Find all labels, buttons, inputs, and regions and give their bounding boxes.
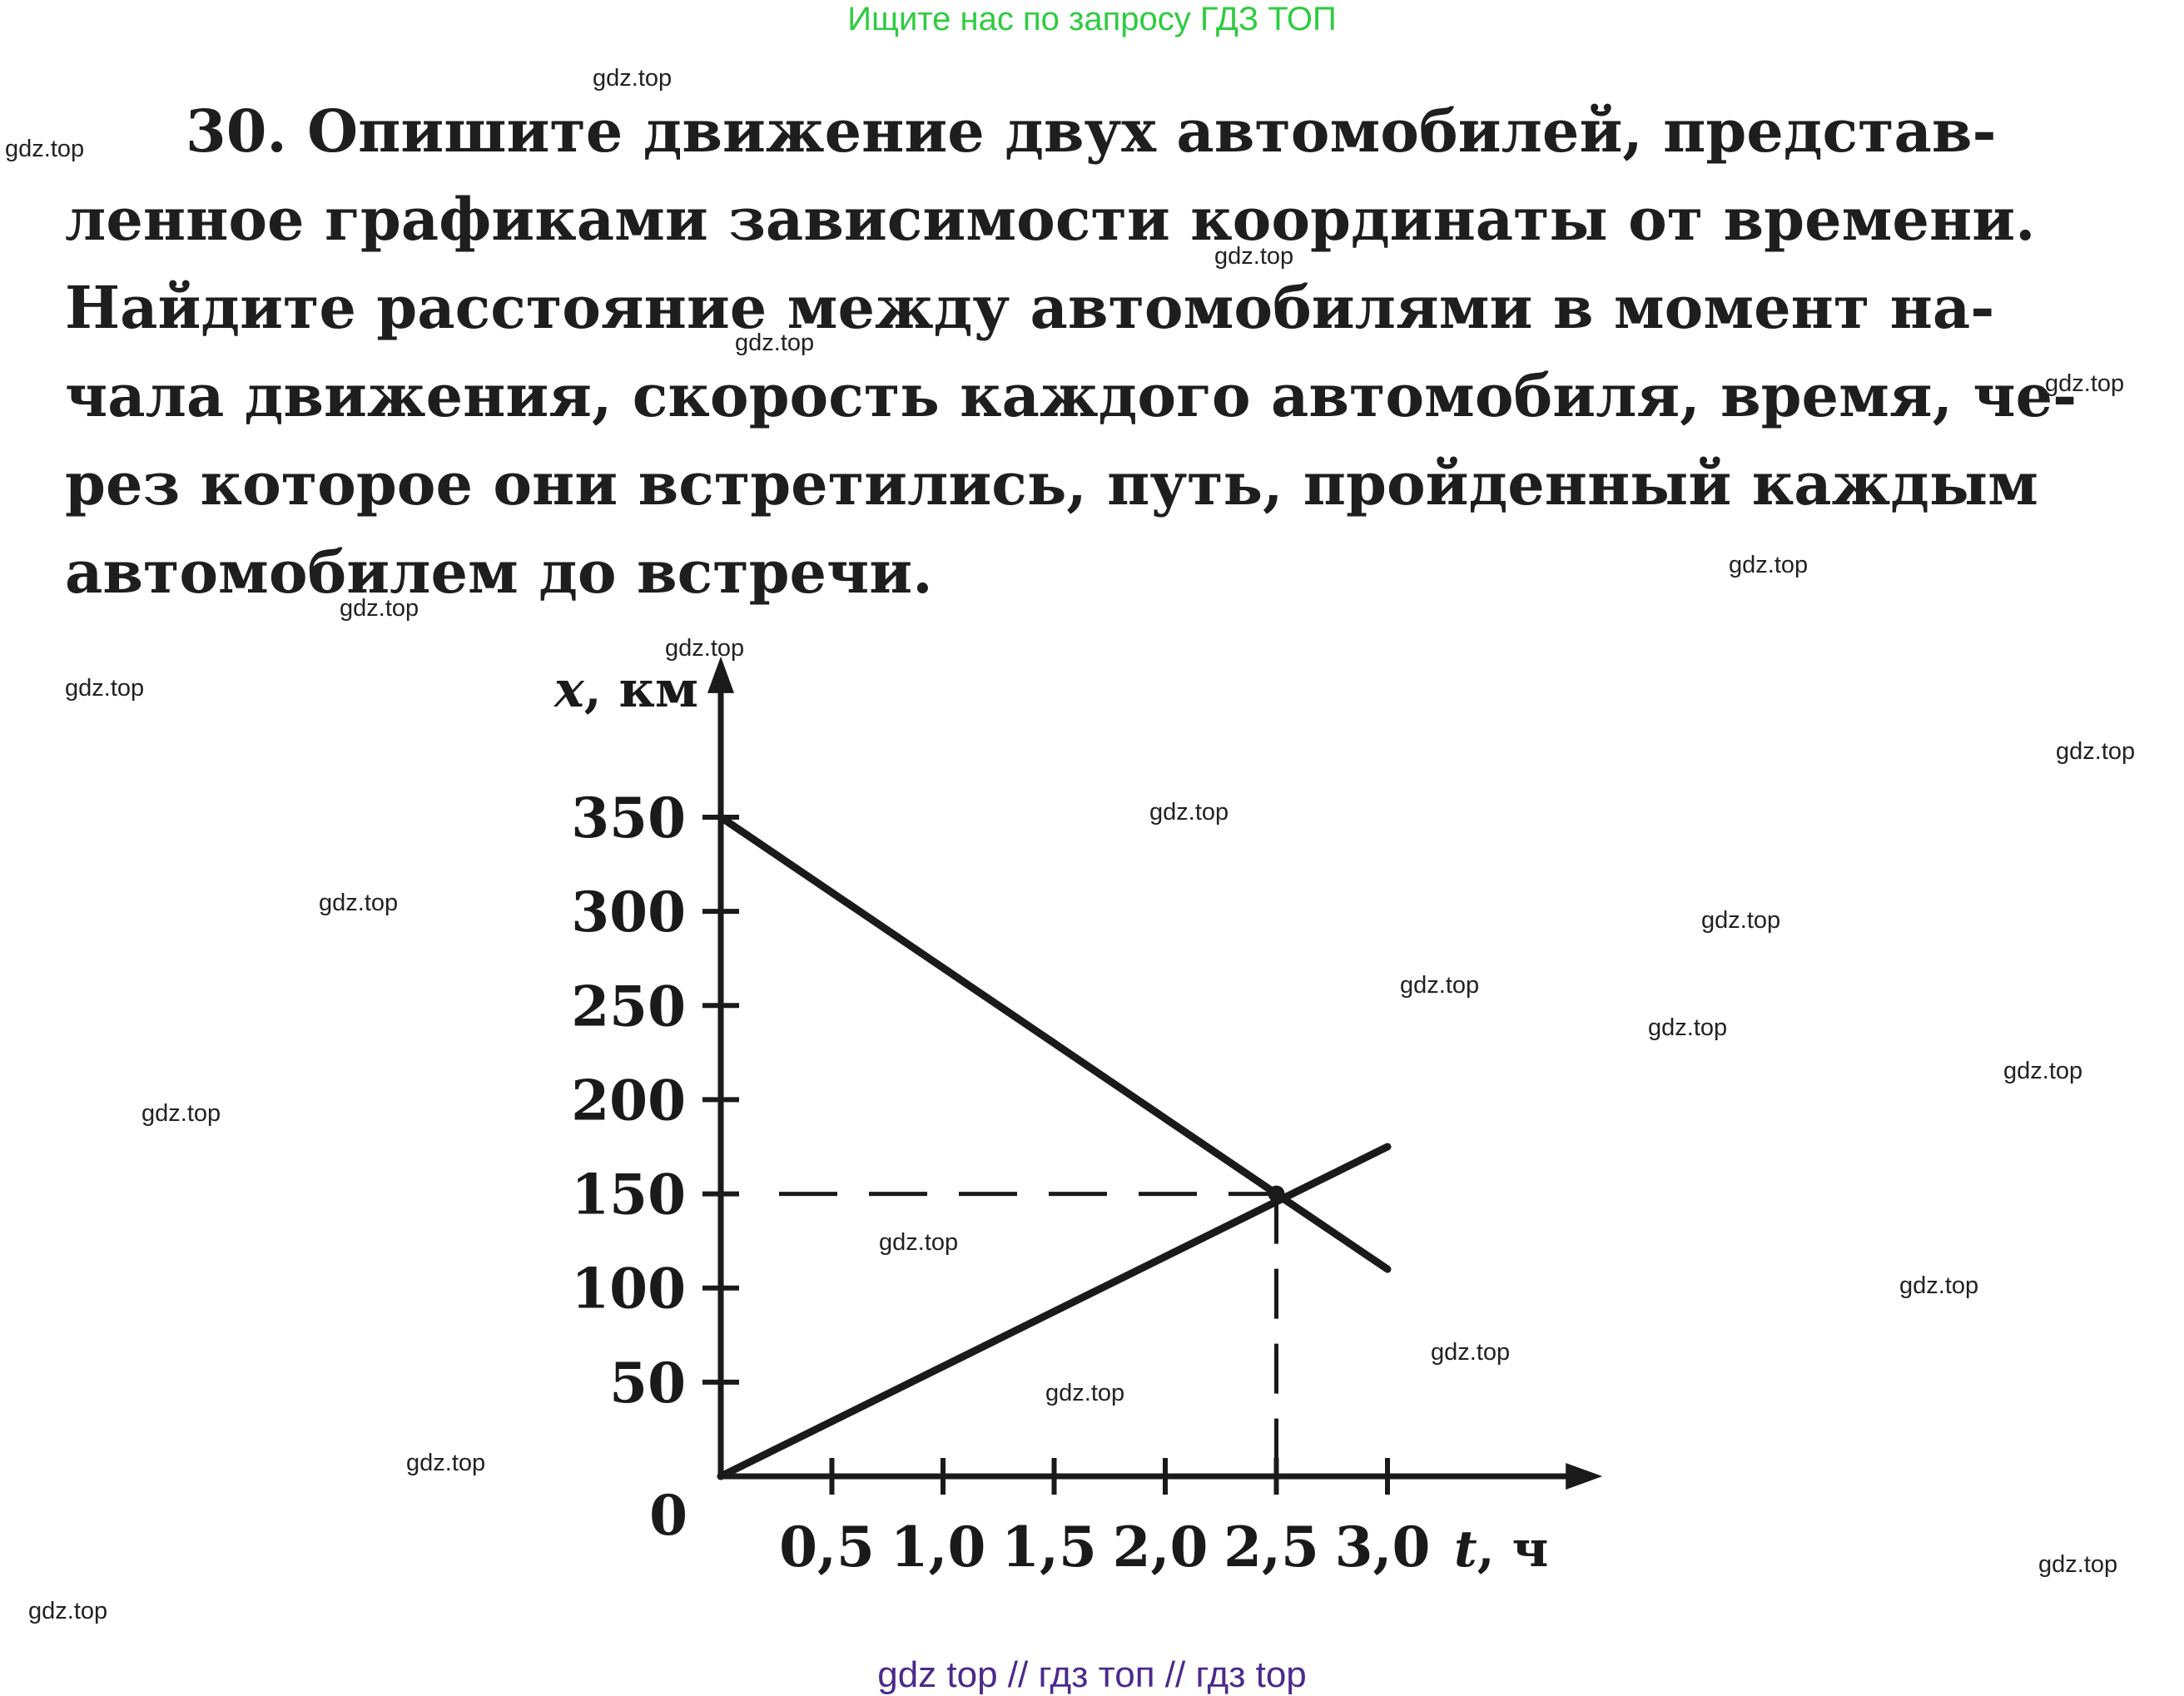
bottom-banner: gdz top // гдз топ // гдз top (0, 1654, 2184, 1696)
watermark: gdz.top (1899, 1272, 1979, 1299)
y-tick-label: 300 (571, 880, 686, 945)
watermark: gdz.top (340, 595, 419, 622)
x-tick-label: 0,5 (779, 1515, 875, 1579)
x-tick-label: 2,0 (1113, 1515, 1209, 1579)
watermark: gdz.top (5, 136, 85, 162)
y-tick-label: 200 (571, 1068, 686, 1133)
x-tick-label: 2,5 (1224, 1515, 1319, 1579)
watermark: gdz.top (735, 330, 815, 356)
problem-line: автомобилем до встречи. (65, 538, 933, 607)
watermark: gdz.top (1648, 1014, 1728, 1041)
problem-line: чала движения, скорость каждого автомоби… (65, 361, 2077, 430)
y-tick-label: 150 (571, 1163, 686, 1227)
x-tick-label: 3,0 (1335, 1515, 1431, 1579)
y-tick-label: 50 (609, 1351, 686, 1416)
problem-line: рез которое они встретились, путь, пройд… (65, 449, 2038, 518)
problem-line: 30. Опишите движение двух автомобилей, п… (186, 97, 1997, 166)
watermark: gdz.top (65, 675, 145, 702)
x-axis-arrow (1566, 1463, 1603, 1490)
series-line-2 (717, 1143, 1392, 1480)
watermark: gdz.top (1045, 1380, 1125, 1406)
watermark: gdz.top (2045, 370, 2125, 397)
watermark: gdz.top (1729, 552, 1809, 578)
watermark: gdz.top (319, 890, 399, 916)
problem-line: ленное графиками зависимости координаты … (65, 185, 2036, 254)
watermark: gdz.top (406, 1450, 486, 1476)
y-tick-label: 100 (571, 1257, 686, 1322)
bottom-banner-text: gdz top // гдз топ // гдз top (877, 1654, 1307, 1695)
watermark: gdz.top (1214, 243, 1294, 270)
problem-line: Найдите расстояние между автомобилями в … (65, 273, 1995, 342)
watermark: gdz.top (1431, 1339, 1511, 1366)
x-axis-title: t, ч (1454, 1520, 1548, 1579)
y-tick-label: 350 (571, 786, 686, 850)
watermark: gdz.top (1400, 972, 1480, 999)
watermark: gdz.top (2003, 1058, 2083, 1084)
watermark: gdz.top (593, 65, 673, 92)
watermark: gdz.top (879, 1229, 959, 1256)
watermark: gdz.top (1701, 907, 1781, 934)
problem-text: 30. Опишите движение двух автомобилей, п… (65, 87, 2077, 617)
x-tick-label: 1,0 (891, 1515, 986, 1579)
watermark: gdz.top (665, 635, 745, 662)
watermark: gdz.top (2038, 1551, 2118, 1578)
y-tick-label: 250 (571, 974, 686, 1039)
watermark: gdz.top (1149, 799, 1229, 826)
x-tick-label: 1,5 (1001, 1515, 1097, 1579)
top-banner: Ищите нас по запросу ГДЗ ТОП (0, 0, 2184, 42)
watermark: gdz.top (2056, 738, 2136, 765)
series-line-1 (717, 813, 1392, 1273)
y-axis-title: x, км (553, 661, 698, 719)
watermark: gdz.top (28, 1598, 108, 1624)
intersection-point (1268, 1185, 1285, 1203)
y-axis-arrow (707, 656, 734, 693)
origin-label: 0 (649, 1483, 687, 1548)
top-banner-text: Ищите нас по запросу ГДЗ ТОП (847, 1, 1337, 37)
watermark: gdz.top (141, 1100, 221, 1127)
